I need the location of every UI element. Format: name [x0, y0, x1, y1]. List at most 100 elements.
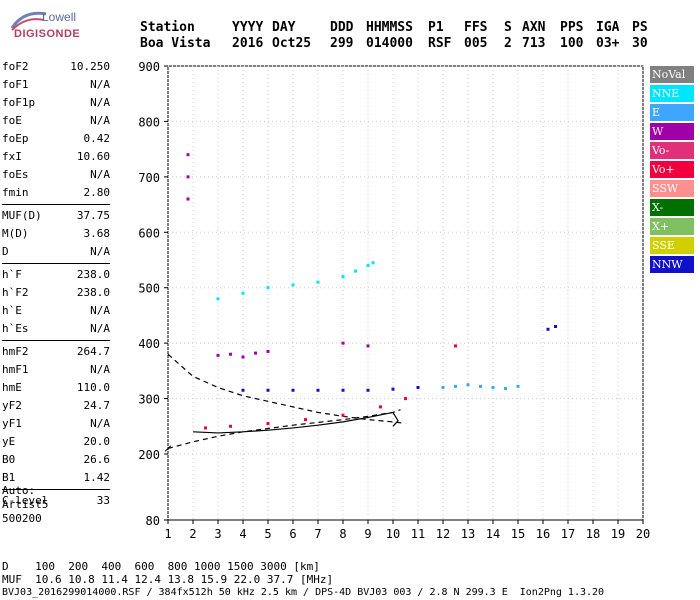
legend-item: SSE [650, 237, 694, 254]
header-value-8: 713 [522, 36, 546, 51]
param-row: foE N/A [2, 112, 110, 130]
x-tick-label: 10 [386, 527, 400, 541]
point-NNW [291, 388, 295, 392]
param-label: h`F2 [2, 286, 29, 299]
legend-item: SSW [650, 180, 694, 197]
point-NNW [391, 387, 395, 391]
param-row: B0 26.6 [2, 451, 110, 469]
param-value: 264.7 [76, 345, 110, 358]
header-value-6: 005 [464, 36, 488, 51]
param-label: yF2 [2, 399, 22, 412]
point-W [241, 355, 245, 359]
param-value: N/A [90, 96, 110, 109]
point-NNE [266, 286, 270, 290]
x-tick-label: 14 [486, 527, 500, 541]
y-tick-label: 500 [138, 282, 160, 296]
param-value: 238.0 [76, 268, 110, 281]
point-W [254, 351, 257, 355]
header-value-9: 100 [560, 36, 584, 51]
x-tick-label: 13 [461, 527, 475, 541]
param-row: fxI 10.60 [2, 148, 110, 166]
legend-item: W [650, 123, 694, 140]
auto-line: 500200 [2, 512, 42, 525]
x-tick-label: 18 [586, 527, 600, 541]
param-value: 0.42 [83, 132, 111, 145]
point-NNW [554, 325, 557, 329]
param-value: N/A [90, 245, 110, 258]
logo-swoosh-icon [10, 11, 47, 31]
param-value: 37.75 [76, 209, 110, 222]
polarization-legend: NoVal NNE E W Vo- Vo+ SSW X- X+ SSE NNW [650, 66, 694, 275]
auto-line: Auto: [2, 484, 36, 497]
dashed-profile-line [167, 353, 406, 425]
param-label: MUF(D) [2, 209, 42, 222]
header-value-3: 299 [330, 36, 354, 51]
x-tick-label: 8 [339, 527, 346, 541]
y-tick-label: 80 [146, 514, 160, 528]
y-tick-label: 900 [138, 60, 160, 74]
file-info-row: BVJ03_2016299014000.RSF / 384fx512h 50 k… [2, 587, 605, 598]
legend-item: NNE [650, 85, 694, 102]
point-NNE [216, 297, 220, 301]
param-row: h`E N/A [2, 302, 110, 320]
header-label-4: HHMMSS [366, 20, 413, 35]
header-value-10: 03+ [596, 36, 620, 51]
legend-item: NNW [650, 256, 694, 273]
point-E [504, 387, 507, 391]
param-row: fmin 2.80 [2, 184, 110, 202]
param-value: 3.68 [83, 227, 111, 240]
point-Vo+ [454, 344, 457, 348]
param-label: foF1 [2, 78, 29, 91]
point-NNW [416, 385, 420, 389]
point-NNW [316, 388, 320, 392]
header-value-4: 014000 [366, 36, 413, 51]
point-E [441, 385, 445, 389]
param-label: M(D) [2, 227, 29, 240]
param-row: foF1p N/A [2, 94, 110, 112]
logo-lowell: Lowell [42, 10, 77, 24]
point-W [216, 353, 220, 357]
param-row: C-level 33 [2, 492, 110, 510]
param-row: M(D) 3.68 [2, 225, 110, 243]
param-value: N/A [90, 168, 110, 181]
x-tick-label: 9 [364, 527, 371, 541]
y-tick-label: 700 [138, 171, 160, 185]
point-NNE [366, 264, 370, 268]
legend-item: NoVal [650, 66, 694, 83]
point-W [266, 349, 270, 353]
point-E [466, 383, 470, 387]
param-value: N/A [90, 304, 110, 317]
y-tick-label: 300 [138, 393, 160, 407]
param-label: yE [2, 435, 16, 448]
point-E [516, 384, 520, 388]
param-value: 24.7 [83, 399, 111, 412]
legend-item: Vo- [650, 142, 694, 159]
point-NNW [241, 388, 245, 392]
param-row: MUF(D) 37.75 [2, 207, 110, 225]
point-W [186, 197, 190, 201]
point-W [341, 341, 345, 345]
param-label: D [2, 245, 9, 258]
point-W [229, 352, 232, 356]
x-tick-label: 15 [511, 527, 525, 541]
header-value-5: RSF [428, 36, 452, 51]
x-tick-label: 16 [536, 527, 550, 541]
header-label-3: DDD [330, 20, 354, 35]
point-Vo+ [404, 397, 407, 401]
point-NNE [354, 269, 357, 273]
param-row: h`Es N/A [2, 320, 110, 338]
point-NNE [316, 280, 320, 284]
digisonde-logo: Lowell DIGISONDE [6, 6, 80, 46]
header-label-6: FFS [464, 20, 488, 35]
header-label-9: PPS [560, 20, 584, 35]
param-row: h`F 238.0 [2, 266, 110, 284]
point-NNE [371, 261, 375, 265]
muf-row: MUF 10.6 10.8 11.4 12.4 13.8 15.9 22.0 3… [2, 573, 334, 586]
point-E [479, 384, 482, 388]
point-NNW [266, 388, 270, 392]
param-row: hmF1 N/A [2, 361, 110, 379]
param-row: h`F2 238.0 [2, 284, 110, 302]
solid-profile-line [192, 411, 399, 434]
x-tick-label: 12 [436, 527, 450, 541]
param-label: yF1 [2, 417, 22, 430]
